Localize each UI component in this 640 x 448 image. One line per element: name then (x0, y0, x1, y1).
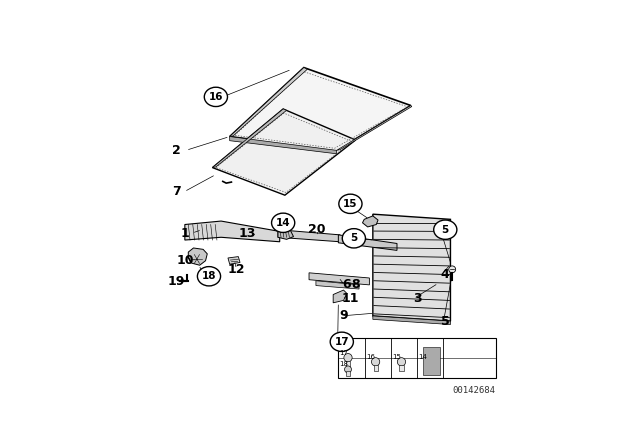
Text: 1: 1 (180, 227, 189, 240)
Polygon shape (230, 68, 411, 151)
Polygon shape (309, 273, 369, 285)
Polygon shape (373, 316, 451, 324)
Text: 10: 10 (176, 254, 193, 267)
Polygon shape (316, 281, 359, 289)
Ellipse shape (339, 194, 362, 214)
Ellipse shape (197, 267, 221, 286)
Text: 7: 7 (172, 185, 180, 198)
Text: 5: 5 (442, 225, 449, 235)
Polygon shape (230, 68, 307, 137)
Text: 15: 15 (343, 199, 358, 209)
Text: 16: 16 (209, 92, 223, 102)
Ellipse shape (330, 332, 353, 352)
Text: 8: 8 (351, 278, 360, 291)
Circle shape (371, 358, 380, 366)
Circle shape (344, 353, 352, 362)
Polygon shape (333, 290, 347, 303)
Text: 5: 5 (350, 233, 358, 243)
FancyBboxPatch shape (374, 365, 378, 371)
Ellipse shape (204, 87, 227, 107)
Ellipse shape (271, 213, 295, 233)
Text: 4: 4 (441, 268, 450, 281)
Text: 14: 14 (276, 218, 291, 228)
Circle shape (397, 358, 406, 366)
Text: 9: 9 (339, 310, 348, 323)
Ellipse shape (342, 228, 365, 248)
Text: 17: 17 (339, 350, 348, 356)
FancyBboxPatch shape (423, 347, 440, 375)
FancyBboxPatch shape (338, 338, 497, 378)
Polygon shape (230, 137, 337, 154)
Text: 18: 18 (202, 271, 216, 281)
Circle shape (449, 266, 456, 273)
Polygon shape (188, 248, 207, 265)
Text: 15: 15 (392, 354, 401, 360)
Polygon shape (337, 106, 412, 151)
Text: 6: 6 (342, 278, 351, 291)
Text: 2: 2 (172, 144, 180, 157)
FancyBboxPatch shape (346, 371, 349, 375)
Text: 12: 12 (228, 263, 245, 276)
Text: 13: 13 (238, 227, 255, 240)
Polygon shape (278, 230, 340, 242)
Polygon shape (212, 109, 287, 168)
Polygon shape (228, 257, 240, 264)
Text: 19: 19 (168, 275, 185, 288)
Polygon shape (339, 235, 397, 250)
Polygon shape (373, 214, 451, 321)
Text: 5: 5 (441, 314, 450, 327)
Text: 14: 14 (419, 354, 428, 360)
Text: 16: 16 (367, 354, 376, 360)
FancyBboxPatch shape (346, 361, 350, 367)
Text: 00142684: 00142684 (452, 386, 495, 395)
Text: 20: 20 (308, 223, 326, 236)
Polygon shape (212, 109, 356, 195)
Circle shape (344, 366, 351, 373)
Text: 3: 3 (413, 292, 422, 305)
Ellipse shape (434, 220, 457, 239)
Text: 11: 11 (342, 292, 359, 305)
Polygon shape (185, 221, 280, 242)
Text: 17: 17 (335, 337, 349, 347)
Polygon shape (362, 216, 378, 227)
FancyBboxPatch shape (399, 365, 404, 371)
Text: 18: 18 (339, 361, 348, 366)
Polygon shape (278, 227, 294, 239)
